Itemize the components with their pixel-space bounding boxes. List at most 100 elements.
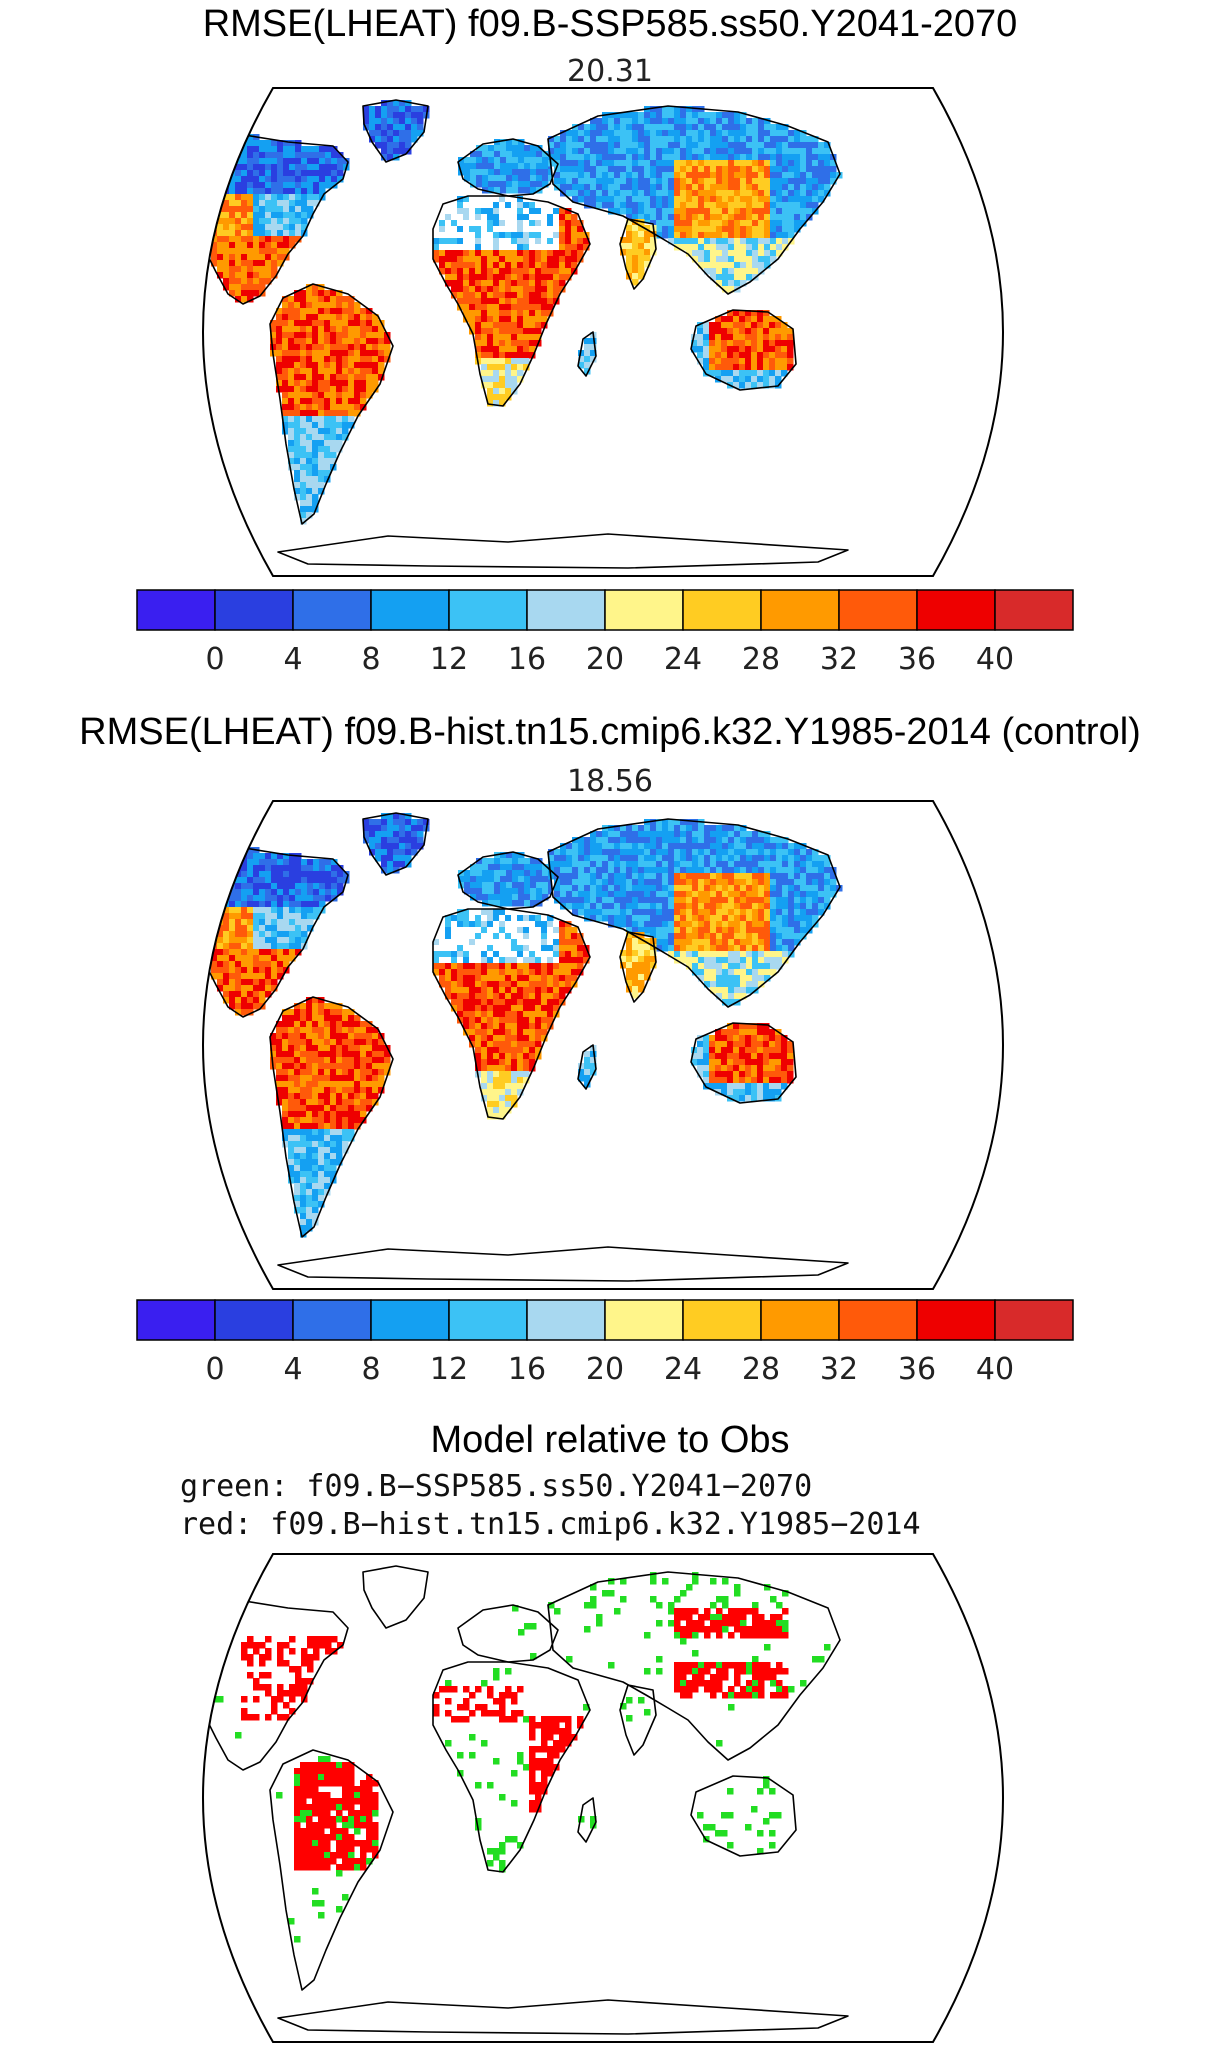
grid-cells-na — [211, 1630, 344, 1739]
colorbar-tick-label: 12 — [430, 642, 468, 677]
grid-cells-ind — [620, 219, 657, 286]
coastline-asia — [547, 105, 841, 295]
grid-cells-afr — [433, 196, 590, 407]
comparison-legend-red: red: f09.B−hist.tn15.cmip6.k32.Y1985−201… — [180, 1507, 921, 1542]
continent-ant — [278, 1247, 848, 1281]
colorbar-tick-label: 36 — [898, 642, 936, 677]
panel-1-colorbar: 0 4 8 12 16 20 24 28 32 36 40 — [136, 589, 1074, 677]
colorbar-swatch — [448, 1299, 528, 1341]
colorbar-swatch — [994, 1299, 1074, 1341]
coastline-afr — [432, 1661, 591, 1873]
map-frame — [202, 800, 1004, 1290]
colorbar-tick-label: 4 — [283, 1352, 302, 1387]
colorbar-tick-label: 12 — [430, 1352, 468, 1387]
grid-cells-asia — [548, 1572, 831, 1747]
coastline-mad — [577, 331, 597, 377]
comparison-title: Model relative to Obs — [430, 1419, 790, 1461]
map-frame — [202, 1553, 1004, 2043]
coastline-ind — [619, 1684, 657, 1756]
colorbar-swatch — [526, 1299, 606, 1341]
colorbar-swatch — [760, 589, 840, 631]
coastline-asia — [547, 1571, 841, 1761]
colorbar-tick-label: 32 — [820, 642, 858, 677]
colorbar-swatch — [370, 589, 450, 631]
colorbar-tick-label: 24 — [664, 642, 702, 677]
colorbar-tick-label: 8 — [361, 1352, 380, 1387]
colorbar-swatch — [838, 589, 918, 631]
grid-cells-asia — [548, 819, 843, 1006]
colorbar-swatch — [292, 589, 372, 631]
colorbar-swatch — [214, 589, 294, 631]
colorbar-tick-label: 20 — [586, 1352, 624, 1387]
coastline-afr — [432, 195, 591, 407]
colorbar-swatch — [604, 1299, 684, 1341]
colorbar-swatch — [604, 589, 684, 631]
colorbar-tick-label: 0 — [205, 642, 224, 677]
comparison-map — [202, 1553, 1004, 2043]
coastline-afr — [432, 908, 591, 1120]
coastline-mad — [577, 1797, 597, 1843]
colorbar-swatch — [136, 589, 216, 631]
colorbar-tick-label: 20 — [586, 642, 624, 677]
grid-cells-mad — [578, 1045, 597, 1088]
colorbar-tick-label: 24 — [664, 1352, 702, 1387]
coastline-ind — [619, 931, 657, 1003]
grid-cells-grl — [363, 813, 430, 874]
colorbar-swatch — [916, 1299, 996, 1341]
coastline-mad — [577, 1044, 597, 1090]
coastline-aus — [690, 1022, 797, 1104]
colorbar-swatch — [370, 1299, 450, 1341]
coastline-ant — [277, 533, 849, 569]
colorbar-tick-label: 4 — [283, 642, 302, 677]
colorbar-tick-label: 28 — [742, 642, 780, 677]
panel-2-rmse-value: 18.56 — [567, 764, 653, 799]
colorbar-swatch — [448, 589, 528, 631]
continent-eur — [458, 1605, 558, 1662]
colorbar-tick-label: 16 — [508, 642, 546, 677]
grid-cells-eur — [512, 1605, 537, 1660]
continent-ant — [278, 534, 848, 568]
colorbar-tick-label: 40 — [976, 642, 1014, 677]
continent-grl — [363, 1566, 428, 1628]
colorbar-swatch — [526, 589, 606, 631]
colorbar-swatch — [292, 1299, 372, 1341]
grid-cells-sa — [270, 284, 391, 525]
colorbar-tick-label: 16 — [508, 1352, 546, 1387]
grid-cells-aus — [691, 310, 794, 389]
grid-cells-afr — [433, 1668, 590, 1873]
coastline-sa — [269, 996, 394, 1238]
coastline-ant — [277, 1246, 849, 1282]
grid-cells-mad — [578, 1816, 597, 1829]
colorbar-swatch — [136, 1299, 216, 1341]
grid-cells-na — [203, 134, 350, 303]
colorbar-swatch — [994, 589, 1074, 631]
grid-cells-ind — [620, 1697, 651, 1722]
colorbar-tick-label: 28 — [742, 1352, 780, 1387]
panel-1-rmse-value: 20.31 — [567, 54, 653, 89]
coastline-aus — [690, 309, 797, 391]
coastline-grl — [362, 812, 429, 876]
panel-2-title: RMSE(LHEAT) f09.B-hist.tn15.cmip6.k32.Y1… — [79, 711, 1141, 753]
grid-cells-na — [203, 847, 350, 1016]
colorbar-swatch — [838, 1299, 918, 1341]
colorbar-swatch — [916, 589, 996, 631]
coastline-grl — [362, 1565, 429, 1629]
grid-cells-afr — [433, 909, 590, 1120]
colorbar-swatch — [682, 1299, 762, 1341]
colorbar-swatch — [214, 1299, 294, 1341]
coastline-ind — [619, 218, 657, 290]
coastline-eur — [457, 138, 559, 197]
coastline-aus — [690, 1775, 797, 1857]
colorbar-swatch — [760, 1299, 840, 1341]
panel-2-colorbar: 0 4 8 12 16 20 24 28 32 36 40 — [136, 1299, 1074, 1387]
comparison-legend-green: green: f09.B−SSP585.ss50.Y2041−2070 — [180, 1469, 813, 1504]
panel-1-map — [202, 87, 1004, 577]
grid-cells-asia — [548, 106, 843, 293]
panel-1-title: RMSE(LHEAT) f09.B-SSP585.ss50.Y2041-2070 — [202, 3, 1018, 45]
coastline-ant — [277, 1999, 849, 2035]
coastline-grl — [362, 99, 429, 163]
grid-cells-grl — [363, 100, 430, 161]
colorbar-tick-label: 36 — [898, 1352, 936, 1387]
continent-ant — [278, 2000, 848, 2034]
grid-cells-sa — [276, 1756, 379, 1943]
